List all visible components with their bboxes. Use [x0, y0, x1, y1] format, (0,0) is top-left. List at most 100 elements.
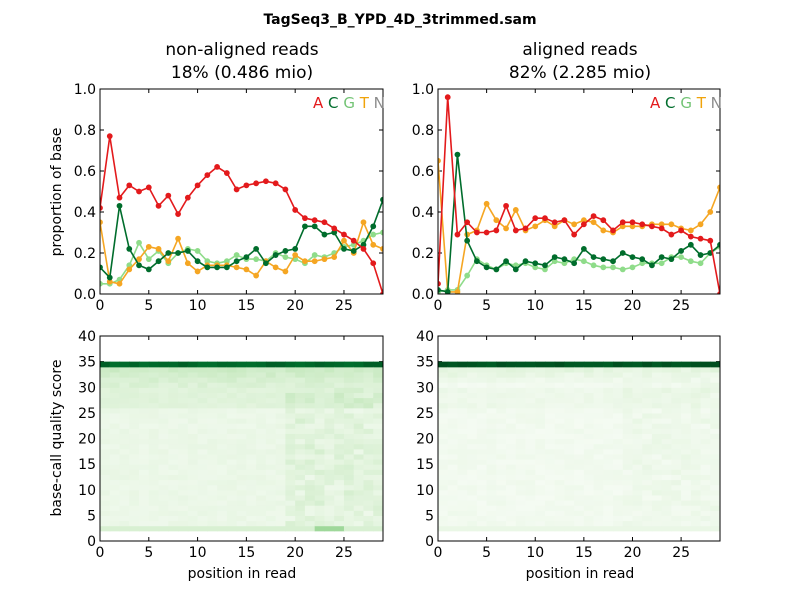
bl-cell	[100, 402, 111, 409]
br-cell	[690, 392, 702, 399]
bl-cell	[373, 387, 383, 393]
br-cell	[515, 520, 527, 527]
bl-cell	[373, 433, 383, 440]
bl-cell	[187, 443, 199, 450]
br-cell	[583, 469, 595, 475]
bl-cell	[129, 418, 140, 424]
bl-cell	[197, 448, 208, 455]
br-cell	[593, 510, 604, 516]
bl-cell	[343, 443, 355, 450]
bl-cell	[207, 520, 218, 527]
bl-cell	[217, 443, 228, 450]
bl-cell	[178, 525, 189, 532]
br-cell	[574, 438, 585, 445]
bl-cell	[363, 510, 374, 516]
tl-point-T	[331, 254, 338, 261]
bl-cell	[363, 494, 374, 501]
bl-cell	[334, 494, 345, 501]
bl-cell	[168, 382, 179, 388]
bl-cell	[207, 448, 218, 455]
bl-cell	[119, 464, 130, 470]
br-cell	[671, 392, 682, 399]
br-cell	[554, 505, 566, 511]
bl-cell	[246, 366, 257, 373]
br-cell	[681, 392, 692, 399]
br-cell	[642, 464, 653, 470]
bl-cell	[373, 377, 383, 383]
bl-cell	[343, 459, 355, 465]
tl-point-T	[341, 237, 347, 244]
br-cell	[710, 525, 720, 532]
br-cell	[710, 371, 720, 378]
br-cell	[583, 494, 595, 501]
br-cell	[457, 484, 468, 491]
bl-cell	[285, 428, 296, 434]
br-cell	[661, 500, 672, 506]
bl-cell	[129, 397, 140, 404]
bl-cell	[314, 520, 326, 527]
bl-cell	[314, 366, 326, 373]
bl-cell	[217, 371, 228, 378]
br-cell	[651, 438, 663, 445]
tl-point-T	[233, 264, 240, 271]
tr-ytick-label: 0.2	[412, 246, 434, 262]
bl-cell	[148, 402, 160, 409]
br-cell	[671, 382, 682, 388]
br-cell	[661, 464, 672, 470]
br-cell	[535, 382, 546, 388]
br-cell	[574, 412, 585, 419]
bl-cell	[314, 377, 326, 383]
bl-cell	[119, 469, 130, 475]
bl-cell	[178, 387, 189, 393]
br-cell	[710, 377, 720, 383]
br-cell	[486, 474, 497, 481]
br-cell	[700, 464, 711, 470]
br-ytick-label: 0	[425, 534, 434, 550]
br-cell	[661, 392, 672, 399]
bl-cell	[178, 428, 189, 434]
bl-cell	[324, 494, 335, 501]
br-cell	[642, 407, 653, 414]
tr-ytick-label: 1.0	[412, 82, 434, 98]
br-cell	[603, 366, 614, 373]
bl-cell	[324, 500, 335, 506]
br-cell	[496, 515, 507, 522]
br-cell	[651, 402, 663, 409]
br-cell	[613, 438, 624, 445]
bl-cell	[168, 443, 179, 450]
bl-cell	[373, 392, 383, 399]
tl-point-T	[282, 268, 289, 275]
br-cell	[632, 392, 643, 399]
br-cell	[506, 448, 517, 455]
tr-xtick-label: 20	[624, 298, 642, 314]
br-cell	[613, 525, 624, 532]
bl-cell	[217, 392, 228, 399]
br-cell	[515, 448, 527, 455]
br-cell	[535, 443, 546, 450]
bl-cell	[197, 474, 208, 481]
br-cell	[632, 525, 643, 532]
bl-cell	[217, 474, 228, 481]
bl-cell	[109, 387, 121, 393]
br-cell	[457, 397, 468, 404]
br-cell	[476, 515, 488, 522]
bl-cell	[129, 387, 140, 393]
bl-cell	[187, 377, 199, 383]
bl-cell	[265, 500, 277, 506]
br-cell	[554, 469, 566, 475]
br-cell	[554, 459, 566, 465]
br-cell	[613, 402, 624, 409]
br-cell	[506, 402, 517, 409]
br-cell	[564, 500, 575, 506]
bl-cell	[295, 423, 306, 429]
br-cell	[554, 489, 566, 496]
br-cell	[515, 484, 527, 491]
br-cell	[613, 382, 624, 388]
tr-point-A	[483, 229, 490, 236]
br-cell	[535, 479, 546, 486]
bl-cell	[275, 448, 287, 455]
bl-cell	[109, 382, 121, 388]
bl-ytick-label: 20	[78, 432, 96, 448]
br-cell	[544, 464, 556, 470]
br-cell	[651, 397, 663, 404]
